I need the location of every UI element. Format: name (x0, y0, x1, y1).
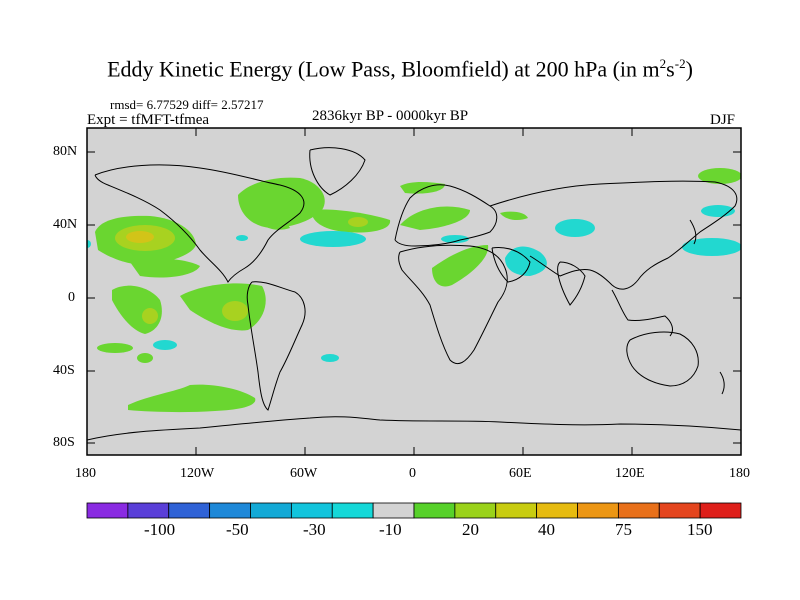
contour-far-east-green (698, 168, 741, 184)
colorbar-segment (577, 502, 619, 519)
contour-edge-cyan (87, 240, 91, 248)
x-label-60w: 60W (290, 466, 318, 481)
x-label-180e: 180 (729, 466, 750, 481)
y-axis-ticks (87, 151, 741, 444)
contour-south-pacific-c (137, 353, 153, 363)
x-axis-ticks (86, 128, 742, 455)
coastlines (87, 147, 741, 441)
stats-line: rmsd= 6.77529 diff= 2.57217 (110, 97, 263, 113)
colorbar-segment (290, 502, 333, 519)
rmsd-value: rmsd= 6.77529 (110, 97, 189, 112)
colorbar-label-75: 75 (615, 520, 632, 539)
coast-australia (626, 331, 699, 387)
x-label-60e: 60E (509, 466, 532, 481)
colorbar-segment (372, 502, 415, 519)
x-label-180w: 180 (75, 466, 96, 481)
colorbar-label-150: 150 (687, 520, 713, 539)
contour-central-pacific (130, 258, 200, 278)
title-text: Eddy Kinetic Energy (Low Pass, Bloomfiel… (107, 56, 660, 82)
coast-new-zealand (719, 371, 725, 395)
colorbar-segment (658, 502, 701, 519)
y-label-80s: 80S (53, 435, 75, 450)
contour-atlantic-cyan (300, 231, 366, 247)
contour-mediterranean-cyan (441, 235, 469, 243)
colorbar-label-minus-50: -50 (226, 520, 249, 539)
colorbar-segment (86, 502, 129, 519)
contour-labrador (255, 214, 290, 230)
colorbar-label-minus-10: -10 (379, 520, 402, 539)
contour-southern-ocean (128, 384, 256, 413)
coast-africa (398, 244, 508, 365)
colorbar-label-minus-100: -100 (144, 520, 176, 539)
colorbar-segment (331, 502, 374, 519)
contour-south-pacific-a (97, 343, 133, 353)
colorbar-segment (209, 502, 251, 519)
colorbar-label-minus-30: -30 (303, 520, 326, 539)
contour-far-east-cyan-south (682, 238, 741, 256)
period-label: 2836kyr BP - 0000kyr BP (312, 108, 469, 124)
contour-central-asia-cyan (505, 246, 547, 276)
colorbar-segment (454, 502, 497, 519)
coast-arabia (491, 247, 531, 283)
contour-north-africa (432, 245, 489, 287)
contour-tropical-pacific-east (180, 283, 266, 331)
contour-gulf-cyan (236, 235, 248, 241)
coast-japan (689, 219, 697, 245)
contour-tropical-pacific-east-core (222, 301, 248, 321)
colorbar-label-20: 20 (462, 520, 479, 539)
contour-north-atlantic-core (348, 217, 368, 227)
colorbar-segment (168, 502, 211, 519)
colorbar-label-40: 40 (538, 520, 555, 539)
colorbar-segment (699, 502, 742, 519)
colorbar-segment (536, 502, 578, 519)
title-exponent-2: -2 (674, 56, 686, 71)
title-exponent-1: 2 (659, 56, 667, 71)
contour-europe (400, 206, 470, 230)
contour-caspian (500, 211, 528, 221)
y-label-40n: 40N (53, 217, 78, 232)
figure-title: Eddy Kinetic Energy (Low Pass, Bloomfiel… (0, 56, 800, 82)
coast-asia (489, 180, 738, 290)
title-unit-s: s (666, 56, 675, 82)
y-label-0: 0 (68, 290, 75, 305)
contour-asia-cyan (555, 219, 595, 237)
season-label: DJF (710, 112, 736, 128)
anomaly-contours (87, 168, 741, 413)
diff-value: diff= 2.57217 (192, 97, 264, 112)
title-close: ) (685, 56, 693, 82)
x-label-120e: 120E (615, 466, 645, 481)
colorbar (86, 502, 742, 519)
coast-greenland (309, 147, 366, 196)
coast-north-america (94, 164, 305, 283)
coast-europe (394, 184, 498, 247)
colorbar-segment (127, 502, 170, 519)
coast-antarctica (87, 416, 741, 441)
contour-south-pacific-d (321, 354, 339, 362)
colorbar-segment (250, 502, 292, 519)
y-label-80n: 80N (53, 144, 78, 159)
coast-southeast-asia (611, 289, 673, 337)
coast-india (557, 261, 586, 306)
colorbar-segment (617, 502, 660, 519)
coast-south-america (246, 281, 306, 411)
colorbar-segment (495, 502, 538, 519)
x-label-120w: 120W (180, 466, 215, 481)
y-label-40s: 40S (53, 363, 75, 378)
experiment-label: Expt = tfMFT-tfmea (87, 112, 210, 128)
contour-tropical-pacific-west-core (142, 308, 158, 324)
colorbar-segment (413, 502, 456, 519)
contour-south-pacific-b (153, 340, 177, 350)
contour-north-pacific-peak (126, 231, 154, 243)
x-label-0: 0 (409, 466, 416, 481)
